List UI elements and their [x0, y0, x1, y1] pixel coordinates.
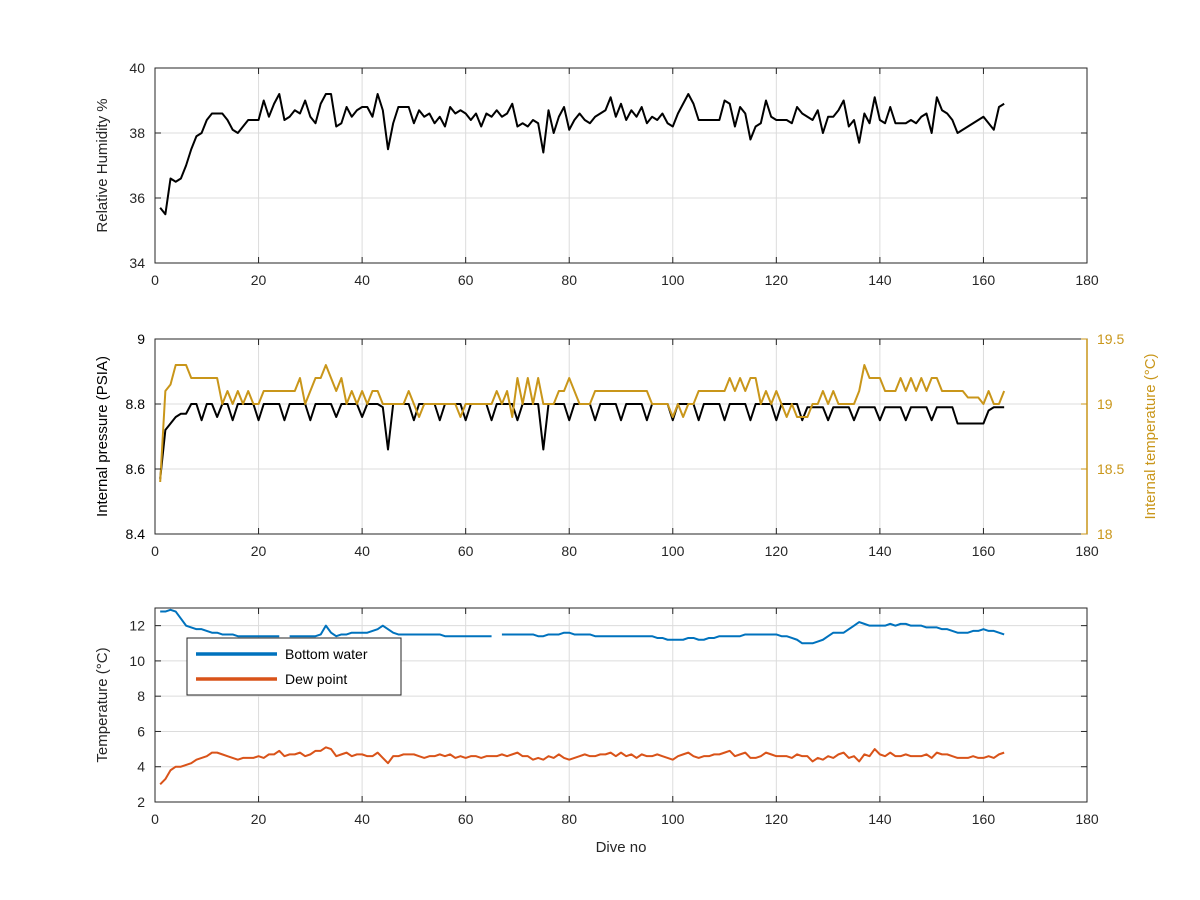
x-tick-label: 20 [251, 811, 267, 827]
right-y-tick-label: 18.5 [1097, 461, 1124, 477]
y-tick-label: 9 [137, 331, 145, 347]
right-y-tick-label: 18 [1097, 526, 1113, 542]
x-tick-label: 20 [251, 543, 267, 559]
y-tick-label: 36 [129, 190, 145, 206]
y-tick-label: 2 [137, 794, 145, 810]
right-y-tick-label: 19.5 [1097, 331, 1124, 347]
legend-label: Bottom water [285, 646, 368, 662]
series-line [159, 93, 1005, 216]
x-tick-label: 140 [868, 811, 892, 827]
y-tick-label: 8.8 [126, 396, 146, 412]
x-tick-label: 40 [354, 811, 370, 827]
x-tick-label: 160 [972, 272, 996, 288]
series-line [160, 608, 280, 638]
series-line [159, 746, 1005, 786]
axes-temperature: 0 20 40 60 80 100 120 140 160 180 2 4 6 8 10 12 Temperat… [94, 607, 1099, 856]
axes-humidity: 0 20 40 60 80 100 120 140 160 180 34 36 38 40 Relative… [94, 60, 1099, 288]
plot-area [155, 68, 1087, 263]
y-tick-label: 40 [129, 60, 145, 76]
x-tick-label: 80 [561, 272, 577, 288]
x-tick-label: 140 [868, 272, 892, 288]
x-tick-label: 160 [972, 811, 996, 827]
y-tick-label: 12 [129, 618, 145, 634]
x-tick-label: 60 [458, 811, 474, 827]
x-tick-label: 140 [868, 543, 892, 559]
x-tick-label: 0 [151, 272, 159, 288]
x-tick-label: 180 [1075, 811, 1099, 827]
x-tick-label: 100 [661, 811, 685, 827]
axes-box [154, 607, 1088, 803]
legend-label: Dew point [285, 671, 347, 687]
x-tick-label: 120 [765, 811, 789, 827]
x-tick-label: 120 [765, 272, 789, 288]
x-tick-label: 80 [561, 543, 577, 559]
axes-box [154, 67, 1088, 264]
x-tick-label: 120 [765, 543, 789, 559]
series-line [289, 624, 492, 638]
x-tick-label: 20 [251, 272, 267, 288]
plot-area [155, 339, 1087, 534]
series-bottom-water [160, 608, 1005, 645]
series-line [159, 364, 1006, 483]
x-tick-label: 180 [1075, 272, 1099, 288]
x-tick-label: 0 [151, 543, 159, 559]
x-tick-label: 160 [972, 543, 996, 559]
x-axis-label: Dive no [596, 839, 647, 856]
series-humidity-1 [159, 93, 1005, 216]
legend-box [186, 637, 402, 696]
right-y-axis-label: Internal temperature (°C) [1142, 353, 1159, 519]
y-tick-label: 38 [129, 125, 145, 141]
y-tick-label: 34 [129, 255, 145, 271]
y-tick-label: 4 [137, 759, 145, 775]
y-tick-label: 8.4 [126, 526, 146, 542]
x-tick-label: 40 [354, 272, 370, 288]
y-tick-label: 8.6 [126, 461, 146, 477]
y-axis-label: Relative Humidity % [94, 98, 111, 232]
y-axis-label: Internal pressure (PSIA) [94, 356, 111, 517]
y-axis-label: Temperature (°C) [94, 647, 111, 762]
x-tick-label: 0 [151, 811, 159, 827]
x-tick-label: 100 [661, 272, 685, 288]
x-tick-label: 180 [1075, 543, 1099, 559]
y-tick-label: 6 [137, 723, 145, 739]
series-dew-point [159, 746, 1005, 786]
series-pressure-2 [159, 364, 1006, 483]
legend: Bottom water Dew point [186, 637, 402, 696]
x-tick-label: 80 [561, 811, 577, 827]
right-y-tick-label: 19 [1097, 396, 1113, 412]
series-line [501, 621, 1005, 645]
x-tick-label: 100 [661, 543, 685, 559]
axes-pressure: 0 20 40 60 80 100 120 140 160 180 8.4 8.6 8.8 9 18 18.5… [94, 331, 1159, 559]
y-tick-label: 8 [137, 688, 145, 704]
y-tick-label: 10 [129, 653, 145, 669]
x-tick-label: 40 [354, 543, 370, 559]
x-tick-label: 60 [458, 543, 474, 559]
x-tick-label: 60 [458, 272, 474, 288]
